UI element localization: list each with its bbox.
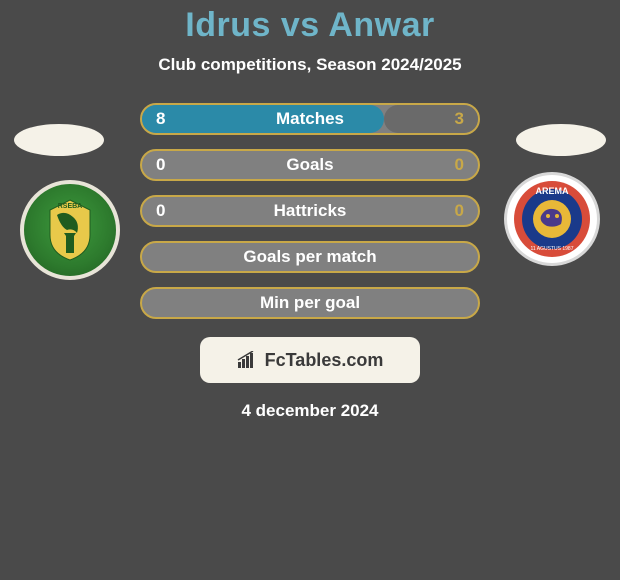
comparison-container: Idrus vs Anwar Club competitions, Season… bbox=[0, 0, 620, 580]
stat-value-left: 0 bbox=[156, 155, 165, 175]
arema-emblem-icon: AREMA 11 AGUSTUS 1987 bbox=[511, 178, 593, 260]
svg-text:11 AGUSTUS 1987: 11 AGUSTUS 1987 bbox=[531, 246, 574, 252]
stat-row-matches: 8 Matches 3 bbox=[140, 103, 480, 135]
chart-icon bbox=[237, 351, 259, 369]
stat-row-goals: 0 Goals 0 bbox=[140, 149, 480, 181]
club-logo-left: RSEBA bbox=[20, 180, 120, 280]
player-left-avatar bbox=[14, 124, 104, 156]
stat-row-gpm: Goals per match bbox=[140, 241, 480, 273]
stat-label: Goals bbox=[286, 155, 333, 175]
subtitle: Club competitions, Season 2024/2025 bbox=[158, 55, 461, 75]
watermark: FcTables.com bbox=[200, 337, 420, 383]
stat-row-mpg: Min per goal bbox=[140, 287, 480, 319]
club-logo-right: AREMA 11 AGUSTUS 1987 bbox=[504, 172, 600, 266]
persebaya-emblem-icon: RSEBA bbox=[35, 195, 105, 265]
stat-value-right: 0 bbox=[455, 201, 464, 221]
stat-value-right: 0 bbox=[455, 155, 464, 175]
stat-label: Goals per match bbox=[243, 247, 376, 267]
svg-text:RSEBA: RSEBA bbox=[58, 203, 83, 210]
watermark-text: FcTables.com bbox=[265, 350, 384, 371]
stats-area: 8 Matches 3 0 Goals 0 0 Hattricks 0 Goal… bbox=[140, 103, 480, 319]
svg-text:AREMA: AREMA bbox=[536, 186, 569, 196]
stat-value-left: 0 bbox=[156, 201, 165, 221]
stat-value-left: 8 bbox=[156, 109, 165, 129]
page-title: Idrus vs Anwar bbox=[185, 6, 434, 45]
stat-fill-left bbox=[142, 105, 384, 133]
player-right-avatar bbox=[516, 124, 606, 156]
stat-row-hattricks: 0 Hattricks 0 bbox=[140, 195, 480, 227]
date-text: 4 december 2024 bbox=[241, 401, 378, 421]
stat-label: Min per goal bbox=[260, 293, 360, 313]
stat-value-right: 3 bbox=[455, 109, 464, 129]
stat-label: Matches bbox=[276, 109, 344, 129]
stat-label: Hattricks bbox=[274, 201, 347, 221]
